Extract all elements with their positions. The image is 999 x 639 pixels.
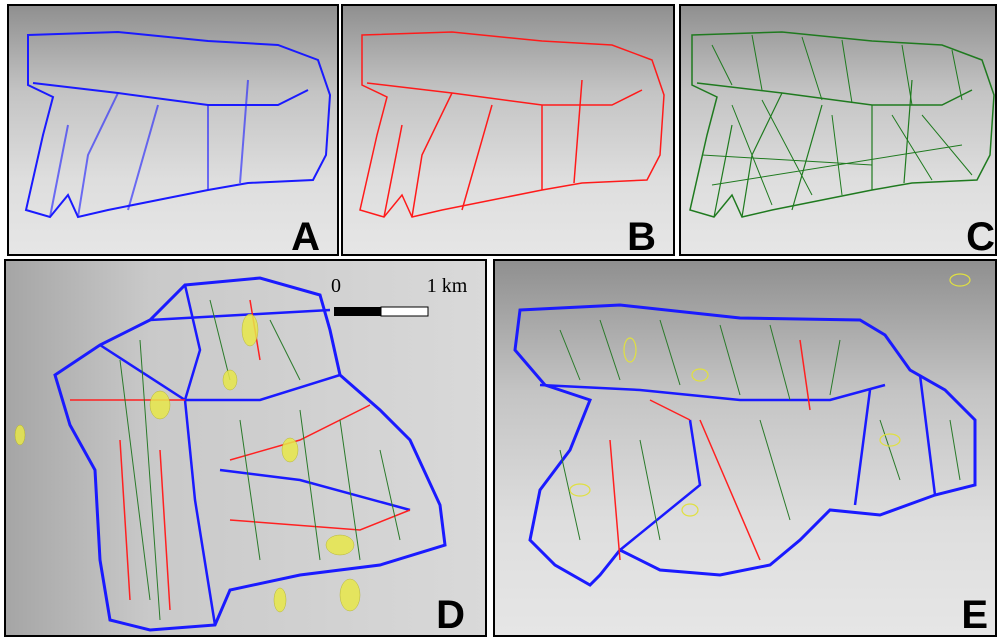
panel-label: A bbox=[291, 215, 320, 259]
scale-bar bbox=[381, 307, 428, 316]
panel-e: E bbox=[494, 260, 996, 637]
scale-bar bbox=[334, 307, 381, 316]
panel-label: C bbox=[966, 215, 995, 259]
page: A B C 0 1 km bbox=[0, 0, 999, 639]
panel-c: C bbox=[680, 5, 996, 259]
panel-a: A bbox=[8, 5, 338, 259]
panel-b: B bbox=[342, 5, 674, 259]
scale-start: 0 bbox=[331, 275, 341, 297]
panel-label: D bbox=[436, 593, 465, 637]
scale-end: 1 km bbox=[427, 275, 468, 297]
panel-d: 0 1 km D bbox=[5, 260, 486, 637]
panel-label: B bbox=[627, 215, 656, 259]
panel-label: E bbox=[961, 593, 988, 637]
figure: A B C 0 1 km bbox=[0, 0, 999, 639]
